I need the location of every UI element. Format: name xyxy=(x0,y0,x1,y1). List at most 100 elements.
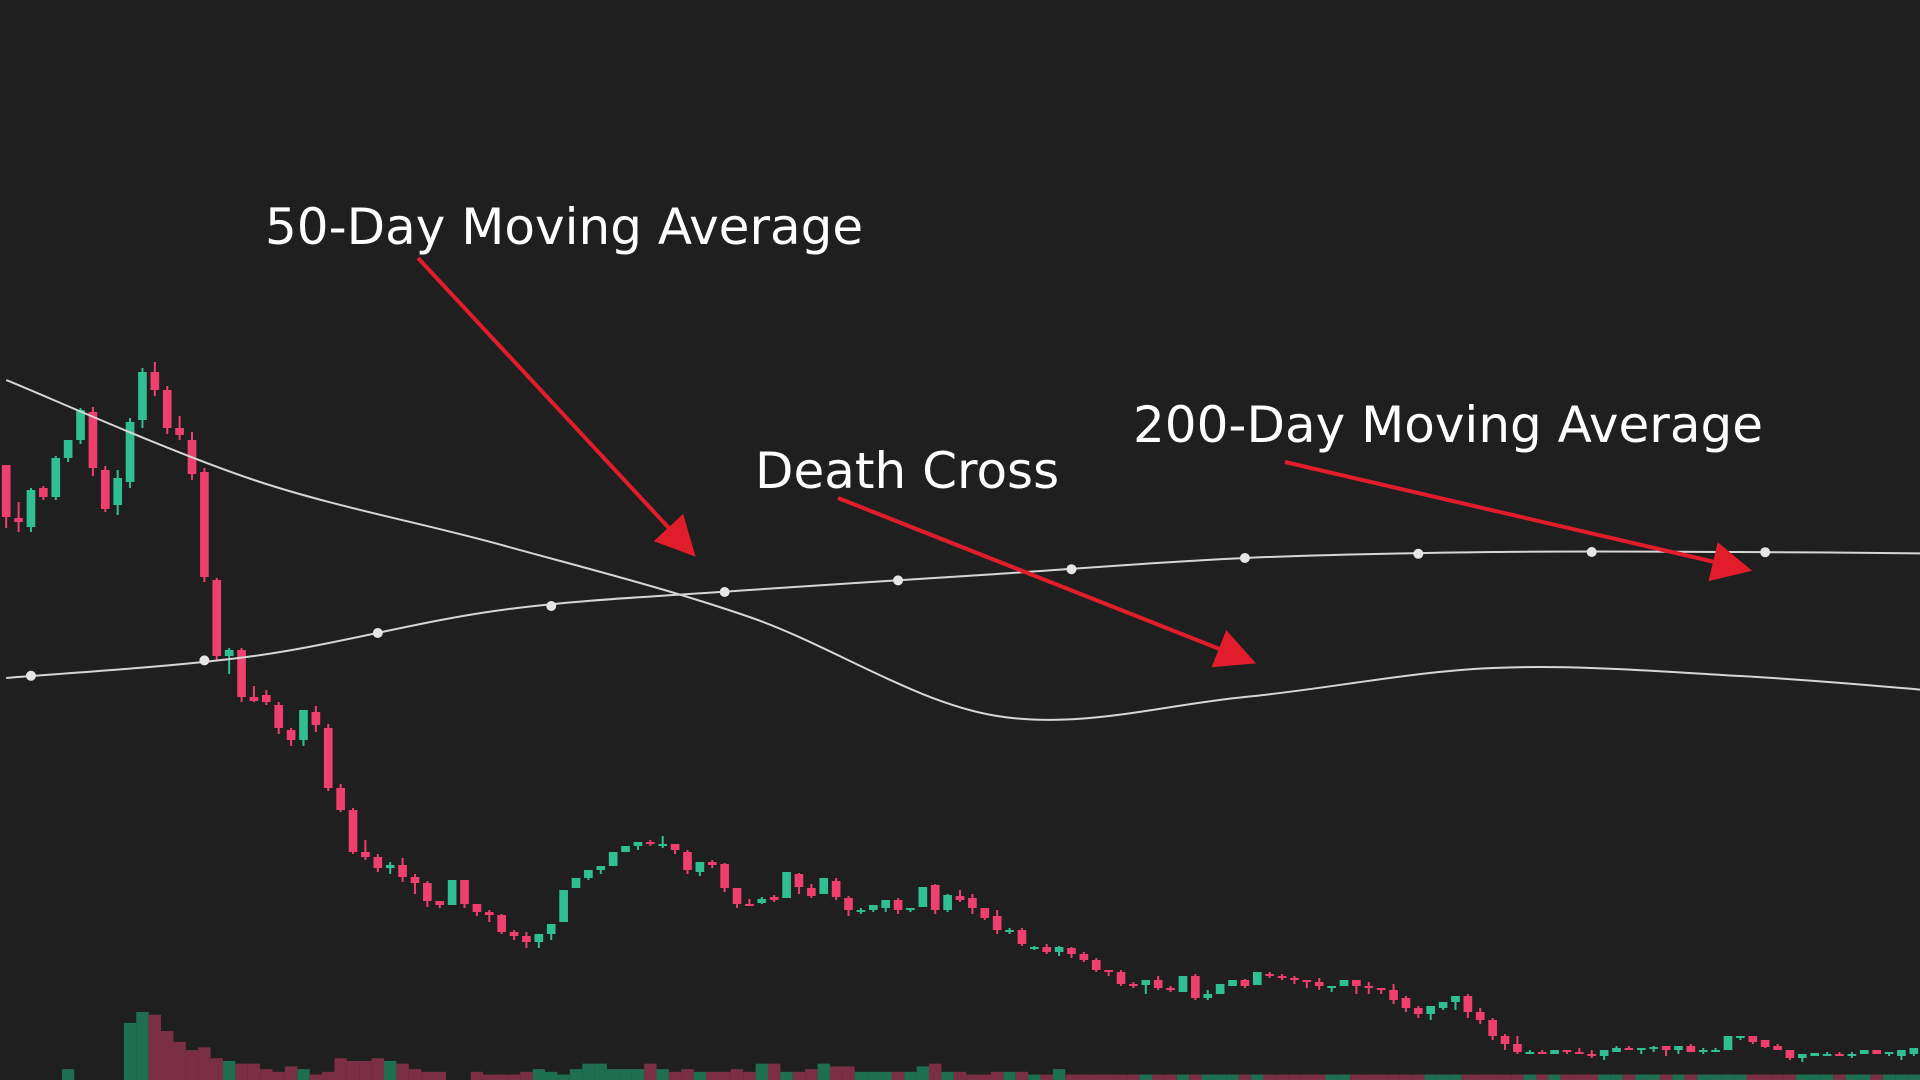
candle-body xyxy=(980,908,990,918)
ma-200-day-marker xyxy=(1066,564,1077,575)
volume-bar xyxy=(1077,1074,1091,1080)
volume-bar xyxy=(284,1066,298,1080)
ma-200-day-marker xyxy=(719,587,730,597)
candle-body xyxy=(1252,972,1262,985)
volume-bar xyxy=(879,1071,892,1080)
candle-body xyxy=(1884,1052,1894,1054)
candle-body xyxy=(1674,1046,1683,1050)
candle-body xyxy=(398,865,407,877)
candle-body xyxy=(1897,1050,1906,1056)
volume-bar xyxy=(247,1063,261,1080)
volume-bar xyxy=(483,1074,496,1080)
volume-bar xyxy=(1820,1074,1834,1080)
volume-bar xyxy=(309,1074,323,1080)
volume-bar xyxy=(396,1063,409,1080)
ma-200-day-marker xyxy=(893,575,904,586)
volume-bar xyxy=(1647,1074,1660,1080)
ma-200-day-marker xyxy=(25,670,36,681)
candle-body xyxy=(559,890,568,922)
candle-body xyxy=(1686,1046,1696,1052)
candle-body xyxy=(1909,1048,1919,1054)
volume-bar xyxy=(1424,1074,1437,1080)
volume-bar xyxy=(1313,1074,1326,1080)
volume-bar xyxy=(161,1031,174,1080)
candle-body xyxy=(1290,978,1299,980)
volume-bar xyxy=(1189,1074,1202,1080)
candle-body xyxy=(608,852,618,866)
candle-body xyxy=(460,880,469,904)
candle-body xyxy=(1017,930,1027,944)
volume-bar xyxy=(904,1071,917,1080)
volume-bar xyxy=(619,1069,632,1080)
candle-body xyxy=(1797,1054,1807,1058)
volume-bar xyxy=(792,1071,806,1080)
volume-bar xyxy=(297,1069,310,1080)
ma-200-day-marker xyxy=(1760,547,1771,558)
candle-body xyxy=(1835,1054,1844,1056)
candle-body xyxy=(1153,980,1163,988)
ma-50-day-line xyxy=(5,379,1920,721)
candle-body xyxy=(1401,998,1411,1008)
candle-body xyxy=(1575,1052,1584,1054)
volume-bar xyxy=(557,1074,570,1080)
candle-body xyxy=(14,518,23,522)
candle-body xyxy=(100,470,110,509)
candle-body xyxy=(509,932,519,936)
volume-bar xyxy=(780,1071,793,1080)
volume-bar xyxy=(1065,1074,1078,1080)
candle-body xyxy=(1612,1048,1621,1052)
candle-body xyxy=(621,846,630,852)
volume-bar xyxy=(520,1071,533,1080)
candle-body xyxy=(1550,1050,1559,1054)
volume-bar xyxy=(1783,1074,1797,1080)
candle-body xyxy=(1067,948,1076,954)
candle-body xyxy=(745,904,754,906)
candle-body xyxy=(720,864,729,888)
volume-bar xyxy=(805,1069,818,1080)
volume-bar xyxy=(743,1071,756,1080)
annotation-arrow xyxy=(1284,460,1753,582)
volume-bar xyxy=(1263,1074,1276,1080)
volume-bar xyxy=(1585,1074,1598,1080)
volume-bar xyxy=(1734,1074,1747,1080)
volume-bar xyxy=(185,1050,199,1080)
ma-200-day-marker xyxy=(1239,553,1250,563)
candle-body xyxy=(1413,1008,1423,1014)
candle-body xyxy=(893,900,903,910)
volume-bar xyxy=(953,1071,967,1080)
candle-body xyxy=(1760,1040,1770,1047)
candle-body xyxy=(1376,988,1386,990)
candle-body xyxy=(497,915,507,932)
volume-bar xyxy=(1090,1074,1103,1080)
volume-bar xyxy=(730,1069,744,1080)
volume-bar xyxy=(1833,1074,1846,1080)
candle-body xyxy=(212,580,222,656)
candle-body xyxy=(943,895,952,910)
volume-bar xyxy=(1412,1074,1425,1080)
volume-bar xyxy=(359,1060,372,1080)
candle-body xyxy=(299,710,308,740)
volume-bar xyxy=(867,1071,880,1080)
volume-bar xyxy=(1746,1074,1759,1080)
volume-bar xyxy=(1597,1074,1611,1080)
volume-bar xyxy=(718,1071,731,1080)
annotation-50-day-label: 50-Day Moving Average xyxy=(265,198,863,256)
candle-body xyxy=(1785,1050,1795,1058)
volume-bar xyxy=(1102,1074,1115,1080)
volume-bar xyxy=(1907,1074,1920,1080)
candle-body xyxy=(584,870,593,878)
volume-bar xyxy=(346,1060,360,1080)
candle-body xyxy=(1488,1020,1497,1036)
volume-bar xyxy=(1548,1074,1561,1080)
candle-body xyxy=(1698,1050,1708,1052)
ma-200-day-marker xyxy=(372,628,383,638)
candle-body xyxy=(1339,980,1349,986)
candle-body xyxy=(1624,1048,1634,1050)
volume-bar xyxy=(1325,1074,1338,1080)
volume-bar xyxy=(1511,1074,1524,1080)
ma-200-day-marker xyxy=(1413,548,1424,559)
volume-bar xyxy=(1127,1074,1140,1080)
volume-bar xyxy=(334,1058,347,1080)
candle-body xyxy=(261,695,271,702)
